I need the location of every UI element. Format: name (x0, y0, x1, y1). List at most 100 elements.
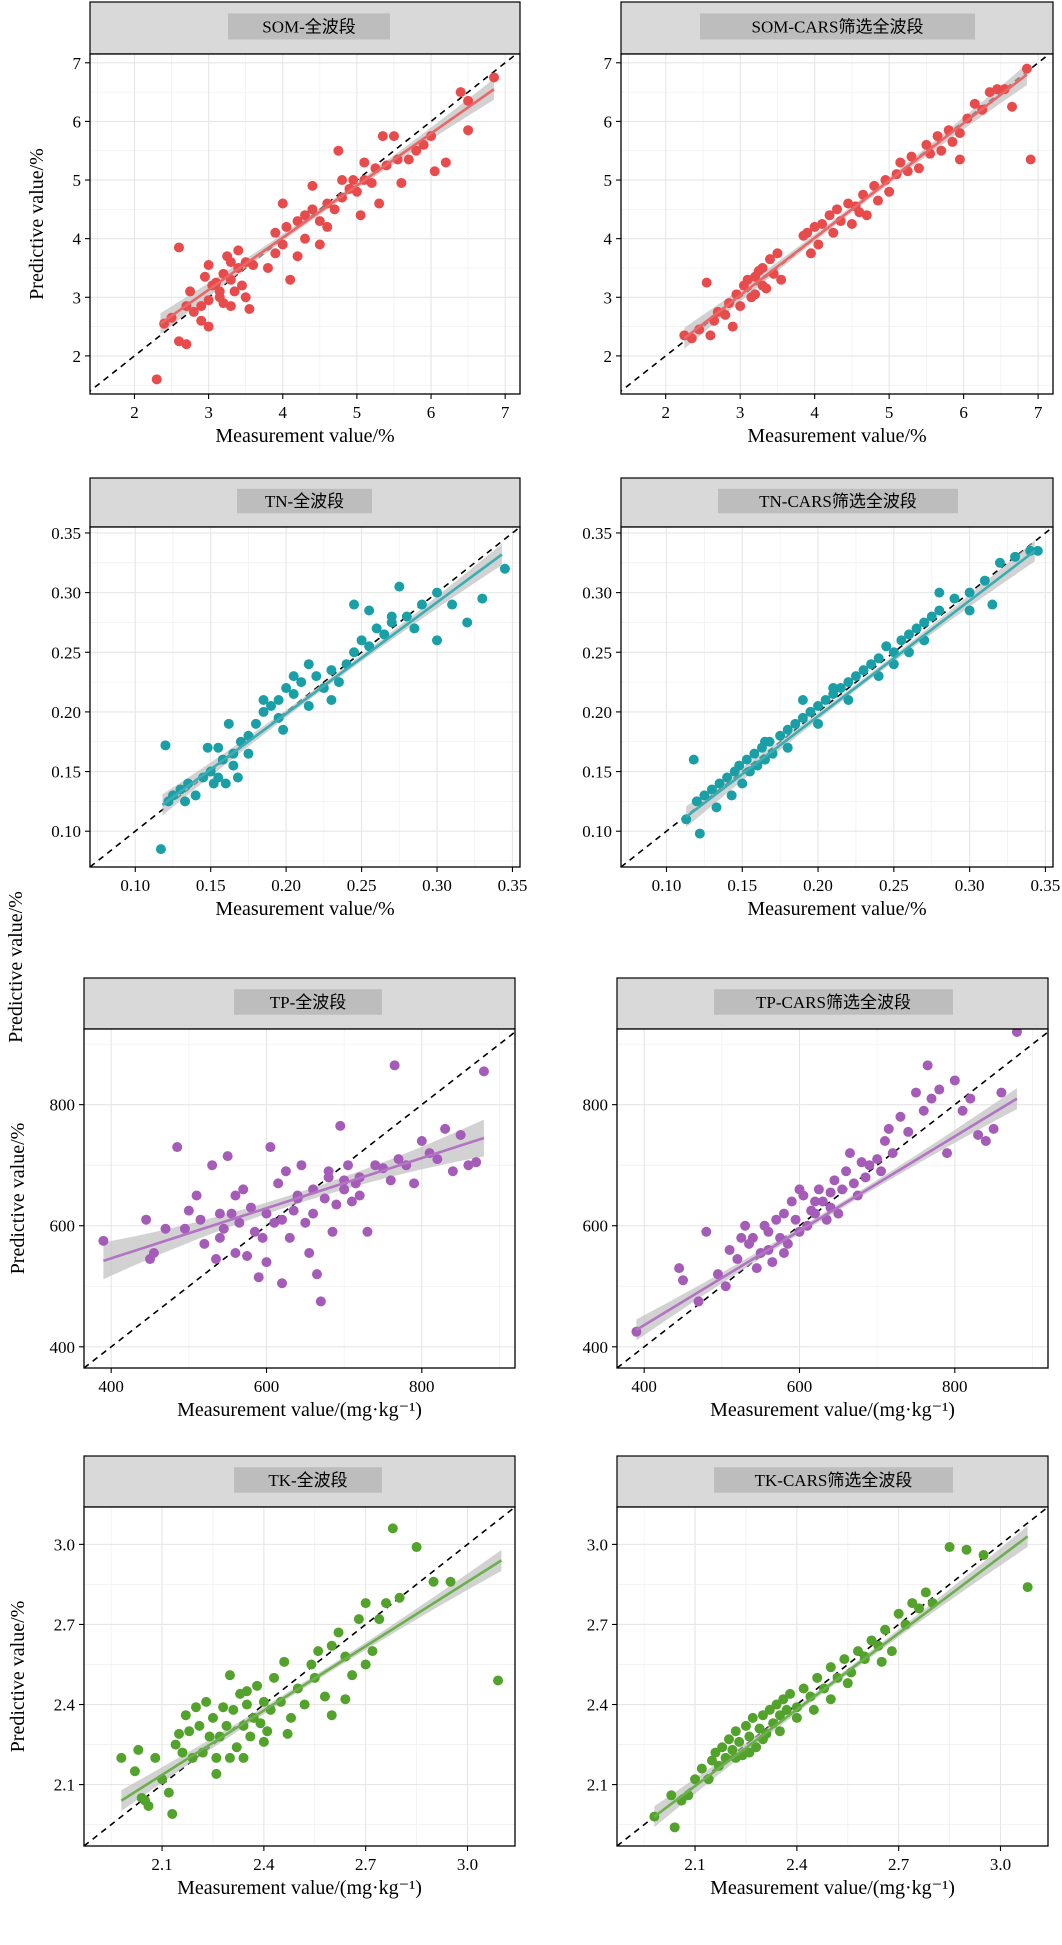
data-point (978, 1550, 989, 1561)
panel-title-box (718, 488, 958, 514)
data-point (326, 665, 337, 676)
data-point (300, 233, 310, 244)
data-point (266, 700, 277, 711)
data-point (339, 1184, 350, 1195)
data-point (808, 1704, 819, 1715)
data-point (337, 175, 348, 186)
data-point (994, 557, 1005, 568)
data-point (307, 180, 318, 191)
data-point (224, 1752, 235, 1763)
data-point (1022, 1582, 1033, 1593)
data-point (767, 1257, 778, 1268)
panel-border (620, 53, 1054, 395)
y-tick-label: 400 (583, 1338, 609, 1357)
data-point (964, 605, 975, 616)
data-point (980, 1135, 991, 1146)
data-layer (84, 1031, 515, 1368)
fit-line (120, 1559, 503, 1802)
data-point (177, 1747, 188, 1758)
data-point (696, 1763, 707, 1774)
data-point (281, 221, 292, 232)
data-point (429, 166, 440, 177)
data-point (723, 1734, 734, 1745)
data-point (190, 790, 201, 801)
data-point (499, 563, 510, 574)
data-point (241, 1686, 252, 1697)
data-point (735, 301, 746, 312)
fit-line (683, 73, 1028, 340)
data-point (751, 1263, 762, 1274)
data-layer (617, 1507, 1048, 1846)
data-point (203, 260, 214, 271)
x-tick-label: 0.30 (422, 876, 452, 895)
data-point (223, 718, 234, 729)
data-point (964, 587, 975, 598)
data-point (409, 623, 420, 634)
data-point (409, 1178, 420, 1189)
data-point (261, 1208, 272, 1219)
data-point (374, 1614, 385, 1625)
data-point (432, 635, 443, 646)
data-point (229, 286, 240, 297)
fit-line (653, 1535, 1029, 1818)
data-point (763, 1226, 774, 1237)
data-point (710, 1747, 721, 1758)
data-point (837, 1184, 848, 1195)
data-point (813, 1184, 824, 1195)
data-point (292, 251, 303, 262)
data-point (116, 1752, 127, 1763)
data-layer (84, 1507, 515, 1846)
scatter-panel-2: SOM-CARS筛选全波段 2 3 4 5 6 7 2 3 4 5 6 7 Measurement val… (604, 1, 1054, 447)
data-point (954, 128, 965, 139)
data-point (947, 136, 958, 147)
panel-border (616, 1028, 1049, 1369)
data-point (389, 1060, 400, 1071)
data-point (214, 1232, 225, 1243)
data-point (234, 1217, 245, 1228)
panel-title-box (234, 989, 382, 1015)
data-point (736, 1232, 747, 1243)
data-point (183, 1205, 194, 1216)
data-point (273, 694, 284, 705)
scatter-panel-3: TN-全波段 0.10 0.15 0.20 0.25 0.30 0.35 0.10 0.15 0.… (51, 477, 527, 920)
y-tick-label: 6 (73, 112, 82, 131)
data-point (957, 1105, 968, 1116)
data-point (258, 706, 269, 717)
data-point (279, 1656, 290, 1667)
data-point (797, 712, 808, 723)
data-point (319, 1193, 330, 1204)
data-point (791, 1702, 802, 1713)
data-point (349, 647, 360, 658)
data-point (220, 778, 231, 789)
data-point (778, 1208, 789, 1219)
data-point (810, 1208, 821, 1219)
y-tick-label: 3.0 (587, 1535, 608, 1554)
data-point (280, 1166, 291, 1177)
data-point (160, 1223, 171, 1234)
data-point (371, 623, 382, 634)
data-point (771, 1214, 782, 1225)
x-tick-label: 0.25 (347, 876, 377, 895)
data-point (303, 700, 314, 711)
data-point (690, 1774, 701, 1785)
panel-border (89, 526, 521, 868)
x-tick-label: 7 (501, 403, 510, 422)
data-point (225, 301, 236, 312)
data-point (311, 1269, 322, 1280)
y-tick-label: 2.4 (587, 1696, 609, 1715)
data-point (329, 204, 340, 215)
data-point (269, 1217, 280, 1228)
data-point (906, 151, 917, 162)
data-point (944, 1542, 955, 1553)
data-point (307, 204, 318, 215)
data-point (949, 1075, 960, 1086)
data-point (362, 1226, 373, 1237)
data-point (202, 742, 213, 753)
data-point (921, 139, 932, 150)
data-point (747, 1232, 758, 1243)
data-point (942, 1148, 953, 1159)
data-point (666, 1790, 677, 1801)
data-point (782, 742, 793, 753)
data-point (775, 730, 786, 741)
y-tick-label: 600 (583, 1217, 609, 1236)
